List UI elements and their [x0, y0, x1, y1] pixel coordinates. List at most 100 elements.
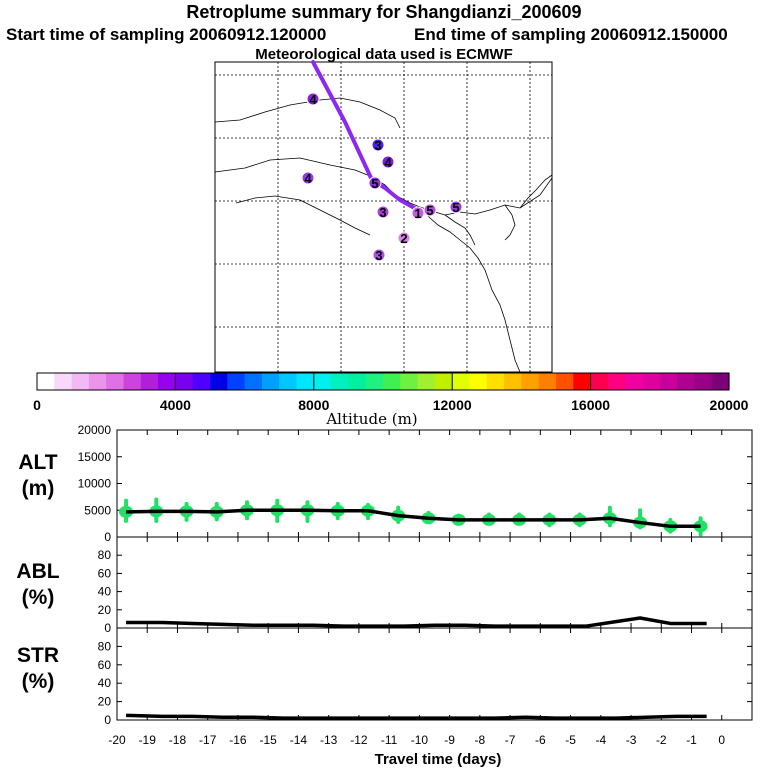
panel-alt: 0 5000 10000 15000 20000 ALT (m)	[18, 423, 753, 544]
colorbar-swatch	[140, 373, 159, 390]
colorbar-swatch	[573, 373, 592, 390]
x-axis-label: Travel time (days)	[375, 751, 502, 768]
x-tick-label: -9	[444, 733, 455, 747]
colorbar-swatch	[607, 373, 626, 390]
y-axis-label: STR	[17, 644, 59, 667]
colorbar-swatch	[659, 373, 678, 390]
y-tick-label: 60	[98, 566, 112, 580]
map-borders	[214, 97, 553, 373]
colorbar-swatch	[434, 373, 453, 390]
colorbar-swatch	[711, 373, 730, 390]
colorbar-swatch	[296, 373, 315, 390]
colorbar-swatch	[504, 373, 522, 390]
x-tick-label: -19	[139, 733, 157, 747]
colorbar-tick-label: 0	[33, 397, 41, 413]
x-tick-label: -20	[108, 733, 126, 747]
colorbar-swatch	[365, 373, 384, 390]
colorbar-label: Altitude (m)	[325, 410, 417, 428]
y-tick-label: 15000	[78, 450, 112, 464]
chart-title: Retroplume summary for Shangdianzi_20060…	[186, 2, 582, 22]
colorbar-swatch	[175, 373, 194, 390]
colorbar-tick-label: 16000	[571, 397, 610, 413]
y-tick-label: 60	[98, 658, 112, 672]
map-marker-label: 5	[452, 200, 459, 215]
colorbar-tick-label: 8000	[298, 397, 329, 413]
y-axis-label: ALT	[18, 451, 57, 474]
sampling-end-time: End time of sampling 20060912.150000	[414, 25, 728, 44]
map-marker: 5	[423, 203, 437, 218]
map-marker-label: 3	[379, 205, 386, 220]
x-tick-label: -5	[565, 733, 576, 747]
map-marker-label: 4	[304, 171, 312, 186]
x-tick-label: -10	[411, 733, 429, 747]
colorbar-swatch	[625, 373, 644, 390]
colorbar-tick-label: 20000	[710, 397, 749, 413]
colorbar-swatch	[158, 373, 176, 390]
x-tick-label: -13	[320, 733, 338, 747]
abl-series-line	[126, 616, 707, 628]
map-marker-label: 5	[426, 203, 433, 218]
sampling-start-time: Start time of sampling 20060912.120000	[6, 25, 327, 44]
map-marker-label: 3	[374, 138, 381, 153]
colorbar-swatch	[486, 373, 505, 390]
map-marker: 5	[449, 200, 463, 215]
y-axis-label: ABL	[16, 560, 59, 583]
map-marker: 4	[306, 92, 320, 107]
map-marker: 2	[397, 231, 411, 246]
alt-series-line	[126, 508, 701, 529]
y-tick-label: 80	[98, 548, 112, 562]
x-tick-label: -16	[229, 733, 247, 747]
map-marker-label: 4	[309, 92, 317, 107]
y-tick-label: 10000	[78, 477, 112, 491]
colorbar-swatch	[313, 373, 332, 390]
map-marker: 3	[372, 248, 386, 263]
map-marker-label: 4	[384, 155, 392, 170]
x-tick-label: -11	[381, 733, 398, 747]
x-tick-label: -4	[595, 733, 606, 747]
y-tick-label: 20	[98, 695, 112, 709]
colorbar-swatch	[331, 373, 349, 390]
colorbar-swatch	[244, 373, 263, 390]
colorbar-swatch	[521, 373, 540, 390]
panel-abl: 0 20 40 60 80 ABL (%)	[16, 536, 753, 635]
colorbar-swatch	[227, 373, 246, 390]
y-tick-label: 20	[98, 603, 112, 617]
colorbar-swatch	[452, 373, 471, 390]
x-tick-label: -3	[626, 733, 637, 747]
colorbar-swatch	[400, 373, 419, 390]
map-marker-label: 2	[400, 231, 407, 246]
map-marker: 3	[371, 138, 385, 153]
y-tick-label: 20000	[78, 423, 112, 437]
map-marker-label: 1	[414, 206, 421, 221]
x-tick-label: -1	[686, 733, 697, 747]
colorbar-tick-label: 12000	[433, 397, 472, 413]
y-axis-label: (%)	[22, 586, 55, 609]
colorbar-swatch	[54, 373, 73, 390]
colorbar-tick-label: 4000	[160, 397, 191, 413]
colorbar-swatch	[88, 373, 107, 390]
map-marker: 4	[381, 155, 395, 170]
x-tick-label: -15	[260, 733, 278, 747]
colorbar-swatch	[71, 373, 90, 390]
altitude-colorbar: 0 4000 8000 12000 16000 20000	[33, 372, 749, 413]
colorbar-swatch	[642, 373, 661, 390]
x-tick-label: -18	[169, 733, 187, 747]
y-tick-label: 0	[104, 530, 111, 544]
colorbar-swatch	[123, 373, 142, 390]
x-tick-label: -17	[199, 733, 217, 747]
colorbar-swatch	[210, 373, 228, 390]
x-tick-label: -7	[505, 733, 516, 747]
time-series-panels: 0 5000 10000 15000 20000 ALT (m) 0 20 40 60 80 ABL (%…	[16, 423, 753, 768]
panel-frame	[116, 536, 753, 629]
met-data-note: Meteorological data used is ECMWF	[255, 46, 513, 63]
colorbar-swatch	[538, 373, 557, 390]
x-tick-label: -2	[656, 733, 667, 747]
colorbar-swatch	[383, 373, 401, 390]
y-tick-label: 0	[104, 713, 111, 727]
y-tick-label: 40	[98, 676, 112, 690]
str-series-line	[126, 713, 707, 720]
y-tick-label: 40	[98, 585, 112, 599]
